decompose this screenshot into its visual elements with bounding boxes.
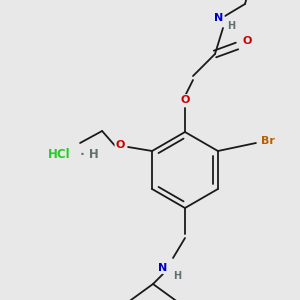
Text: Br: Br xyxy=(261,136,275,146)
Text: O: O xyxy=(242,36,252,46)
Text: O: O xyxy=(116,140,125,150)
Text: H: H xyxy=(173,271,181,281)
Text: · H: · H xyxy=(76,148,99,161)
Text: N: N xyxy=(158,263,168,273)
Text: O: O xyxy=(180,95,190,105)
Text: HCl: HCl xyxy=(48,148,70,161)
Text: N: N xyxy=(214,13,224,23)
Text: H: H xyxy=(227,21,235,31)
